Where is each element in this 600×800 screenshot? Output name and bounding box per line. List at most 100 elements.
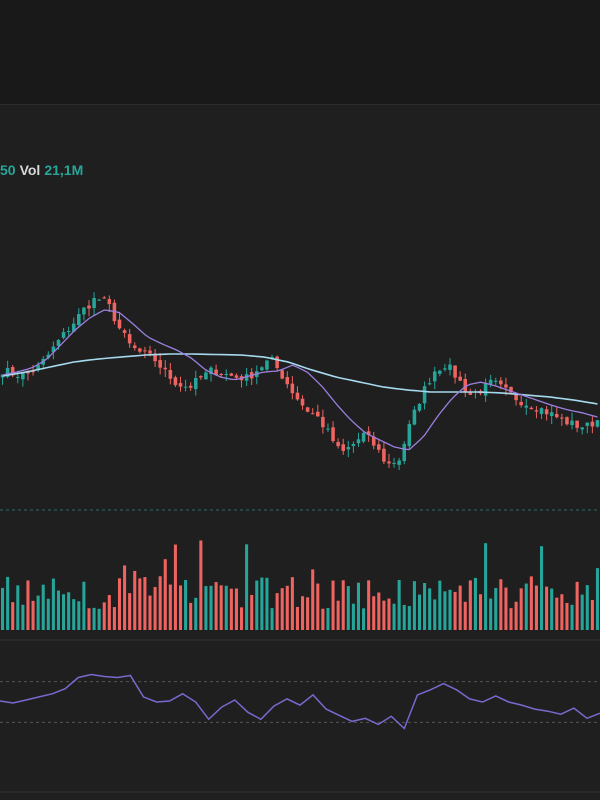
ma-short-line [2, 309, 598, 451]
candle-body [351, 444, 356, 446]
candle-body [260, 367, 264, 371]
volume-bar [351, 603, 355, 630]
candle-body [10, 367, 15, 376]
candle-body [153, 353, 157, 362]
candle-body [448, 364, 452, 370]
candle-body [234, 375, 239, 378]
volume-bar [67, 592, 71, 630]
candle-body [300, 398, 305, 406]
candle-body [549, 412, 554, 416]
candle-body [392, 462, 396, 464]
volume-bar [128, 593, 132, 630]
volume-bar [290, 577, 294, 630]
volume-bar [387, 598, 391, 630]
candle-body [97, 299, 101, 301]
volume-bar [56, 590, 60, 630]
volume-bar [26, 580, 30, 630]
candle-body [382, 448, 386, 462]
candle-body [31, 371, 35, 373]
candle-body [148, 350, 152, 354]
volume-bar [16, 585, 20, 630]
volume-bar [524, 583, 528, 630]
candle-body [132, 345, 137, 349]
candle-body [544, 409, 549, 415]
volume-bar [484, 543, 488, 630]
candle-body [199, 376, 203, 378]
volume-bar [565, 602, 569, 630]
candle-body [397, 460, 401, 465]
volume-bar [433, 599, 437, 630]
volume-bar [580, 594, 584, 630]
candle-body [336, 441, 340, 447]
volume-bar [265, 577, 269, 630]
candle-body [453, 365, 457, 378]
candle-body [92, 298, 96, 308]
candle-body [173, 377, 178, 386]
volume-bar [245, 544, 249, 630]
volume-bar [143, 577, 147, 630]
candle-body [377, 444, 381, 450]
candle-body [310, 413, 315, 415]
volume-bar [51, 578, 55, 630]
volume-bar [87, 608, 91, 630]
volume-bar [509, 608, 513, 630]
candle-body [504, 384, 508, 388]
top-toolbar [0, 0, 600, 105]
candle-body [346, 447, 351, 450]
volume-bar [473, 577, 477, 630]
volume-bar [367, 580, 371, 630]
candle-body [458, 376, 462, 381]
candle-body [61, 331, 66, 338]
volume-bar [123, 565, 127, 630]
candle-body [534, 410, 539, 412]
volume-bar [240, 607, 244, 630]
volume-bar [540, 546, 544, 630]
candle-body [565, 417, 569, 425]
volume-bar [301, 596, 305, 630]
volume-bar [463, 601, 467, 630]
volume-bar [168, 584, 172, 630]
candle-body [204, 372, 208, 380]
legend-volume-label: Vol [19, 162, 41, 178]
candle-body [356, 439, 361, 444]
volume-bar [550, 588, 554, 630]
volume-bar [275, 593, 279, 630]
volume-bar [72, 599, 76, 630]
candle-body [580, 427, 584, 430]
volume-bar [453, 591, 457, 630]
candle-body [285, 377, 290, 385]
candle-body [138, 348, 142, 352]
volume-bar [77, 601, 81, 630]
candle-body [82, 307, 86, 315]
candle-body [407, 424, 412, 447]
volume-bar [21, 604, 25, 630]
candle-body [224, 373, 229, 375]
volume-bar [514, 601, 518, 630]
candle-body [402, 443, 407, 462]
candle-body [87, 305, 91, 309]
candle-body [468, 392, 473, 395]
candle-body [493, 380, 498, 382]
candle-body [499, 380, 503, 385]
volume-bar [107, 595, 111, 630]
candle-body [214, 369, 218, 376]
volume-bar [356, 582, 360, 630]
chart-area[interactable] [0, 105, 600, 800]
candle-body [270, 356, 274, 359]
volume-bar [341, 580, 345, 630]
volume-bar [219, 585, 223, 630]
candle-body [36, 365, 40, 371]
legend-prev-value: 50 [0, 162, 16, 178]
volume-bar [336, 600, 340, 630]
candle-body [590, 421, 595, 427]
volume-bar [519, 588, 523, 630]
volume-bar [62, 594, 66, 630]
candle-body [16, 376, 20, 378]
candle-body [438, 370, 442, 374]
volume-bar [397, 580, 401, 630]
candle-body [331, 427, 335, 442]
volume-bar [504, 587, 508, 630]
volume-bar [158, 576, 162, 630]
candle-body [570, 420, 574, 426]
